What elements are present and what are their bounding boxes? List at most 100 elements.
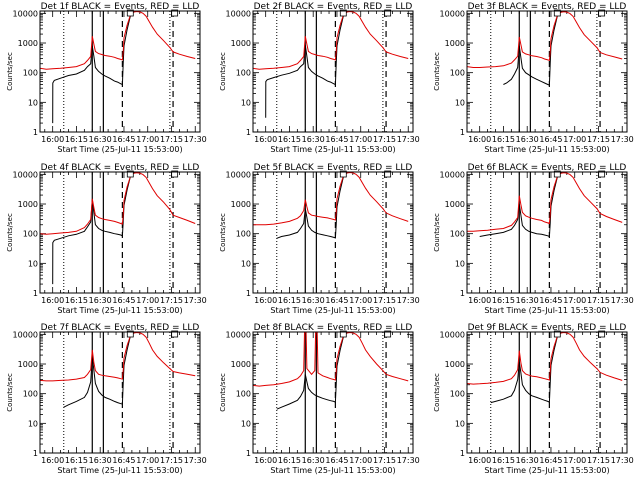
- plot-area: [253, 332, 409, 453]
- y-axis-label: Counts/sec: [6, 373, 14, 412]
- x-tick-label: 16:00: [41, 296, 64, 305]
- y-tick-label: 10: [455, 98, 465, 107]
- y-axis-label: Counts/sec: [219, 213, 227, 252]
- plot-title: Det 8f BLACK = Events, RED = LLD: [254, 323, 413, 333]
- x-tick-label: 17:15: [587, 135, 610, 144]
- y-tick-label: 10: [455, 419, 465, 428]
- x-axis-label: Start Time (25-Jul-11 15:53:00): [270, 145, 395, 154]
- x-tick-label: 17:30: [397, 135, 420, 144]
- y-tick-label: 1000: [445, 200, 465, 209]
- x-tick-label: 17:30: [611, 296, 634, 305]
- plot-frame: [252, 331, 414, 454]
- y-tick-label: 10: [28, 419, 38, 428]
- x-axis-label: Start Time (25-Jul-11 15:53:00): [57, 306, 182, 315]
- detector-plot-panel: 1 10 100 1000 10000 16:00 16:15 16:30 16:45 17:00…: [433, 163, 634, 315]
- y-tick-label: 1: [460, 289, 465, 298]
- detector-plot-panel: 1 10 100 1000 10000 16:00 16:15 16:30 16:45 17:00…: [6, 323, 207, 475]
- top-marker: [384, 330, 392, 338]
- x-tick-label: 16:45: [539, 296, 562, 305]
- top-marker: [339, 9, 347, 17]
- x-tick-label: 16:45: [325, 456, 348, 465]
- x-tick-label: 16:15: [492, 135, 515, 144]
- x-tick-label: 16:15: [492, 456, 515, 465]
- y-tick-label: 1: [33, 449, 38, 458]
- plot-area: [253, 172, 409, 293]
- x-tick-label: 17:30: [611, 135, 634, 144]
- y-tick-label: 1000: [445, 360, 465, 369]
- x-tick-label: 16:00: [41, 456, 64, 465]
- events-series-line: [490, 332, 563, 404]
- x-tick-label: 17:30: [611, 456, 634, 465]
- plot-area: [467, 11, 623, 132]
- detector-plot-panel: 1 10 100 1000 10000 16:00 16:15 16:30 16:45 17:00…: [433, 323, 634, 475]
- y-tick-label: 1000: [18, 360, 38, 369]
- top-marker: [598, 330, 606, 338]
- y-tick-label: 100: [450, 230, 465, 239]
- events-series-line: [276, 332, 349, 410]
- y-axis-label: Counts/sec: [433, 373, 441, 412]
- y-tick-label: 1000: [231, 200, 251, 209]
- lld-series-line: [253, 172, 409, 226]
- x-tick-label: 16:15: [492, 296, 515, 305]
- y-axis-label: Counts/sec: [219, 373, 227, 412]
- y-tick-label: 10000: [226, 330, 251, 339]
- y-tick-label: 10: [28, 259, 38, 268]
- plot-title: Det 7f BLACK = Events, RED = LLD: [41, 323, 200, 333]
- x-tick-label: 16:00: [41, 135, 64, 144]
- x-tick-label: 16:30: [302, 456, 325, 465]
- plot-title: Det 9f BLACK = Events, RED = LLD: [468, 323, 627, 333]
- x-axis-label: Start Time (25-Jul-11 15:53:00): [57, 466, 182, 475]
- y-tick-label: 10: [241, 98, 251, 107]
- x-tick-label: 17:00: [563, 135, 586, 144]
- top-marker: [339, 330, 347, 338]
- plot-title: Det 6f BLACK = Events, RED = LLD: [468, 163, 627, 173]
- x-tick-label: 16:30: [516, 456, 539, 465]
- y-tick-label: 1: [33, 128, 38, 137]
- x-tick-label: 16:15: [278, 456, 301, 465]
- plot-title: Det 2f BLACK = Events, RED = LLD: [254, 2, 413, 12]
- x-tick-label: 16:15: [65, 135, 88, 144]
- x-tick-label: 17:15: [373, 296, 396, 305]
- x-tick-label: 16:00: [254, 296, 277, 305]
- top-marker: [126, 170, 134, 178]
- x-axis-label: Start Time (25-Jul-11 15:53:00): [484, 145, 609, 154]
- y-tick-label: 1: [246, 449, 251, 458]
- y-tick-label: 100: [450, 390, 465, 399]
- x-tick-label: 17:00: [349, 135, 372, 144]
- y-tick-label: 10: [241, 419, 251, 428]
- top-marker: [598, 170, 606, 178]
- x-tick-label: 16:15: [278, 135, 301, 144]
- y-tick-label: 100: [23, 230, 38, 239]
- x-tick-label: 16:00: [254, 135, 277, 144]
- detector-plot-panel: 1 10 100 1000 10000 16:00 16:15 16:30 16:45 17:00…: [6, 2, 207, 154]
- plot-frame: [466, 331, 628, 454]
- detector-plot-panel: 1 10 100 1000 10000 16:00 16:15 16:30 16:45 17:00…: [433, 2, 634, 154]
- x-tick-label: 16:00: [468, 456, 491, 465]
- x-tick-label: 17:15: [160, 456, 183, 465]
- y-tick-label: 100: [236, 230, 251, 239]
- x-tick-label: 17:30: [184, 456, 207, 465]
- top-marker: [598, 9, 606, 17]
- y-tick-label: 1000: [445, 39, 465, 48]
- x-tick-label: 16:15: [65, 456, 88, 465]
- y-tick-label: 10: [28, 98, 38, 107]
- plot-frame: [39, 10, 201, 133]
- detector-plot-panel: 1 10 100 1000 10000 16:00 16:15 16:30 16:45 17:00…: [219, 163, 420, 315]
- y-tick-label: 10000: [440, 9, 465, 18]
- x-tick-label: 16:30: [89, 296, 112, 305]
- plot-frame: [252, 171, 414, 294]
- plot-frame: [466, 171, 628, 294]
- top-marker: [384, 9, 392, 17]
- y-tick-label: 1000: [18, 200, 38, 209]
- y-tick-label: 10: [241, 259, 251, 268]
- lld-series-line: [40, 332, 196, 382]
- y-tick-label: 1000: [231, 360, 251, 369]
- y-tick-label: 10000: [440, 170, 465, 179]
- plot-area: [40, 332, 196, 453]
- x-tick-label: 16:30: [302, 296, 325, 305]
- x-tick-label: 16:45: [539, 135, 562, 144]
- x-axis-label: Start Time (25-Jul-11 15:53:00): [270, 466, 395, 475]
- events-series-line: [63, 332, 136, 408]
- y-tick-label: 100: [236, 390, 251, 399]
- y-axis-label: Counts/sec: [219, 52, 227, 91]
